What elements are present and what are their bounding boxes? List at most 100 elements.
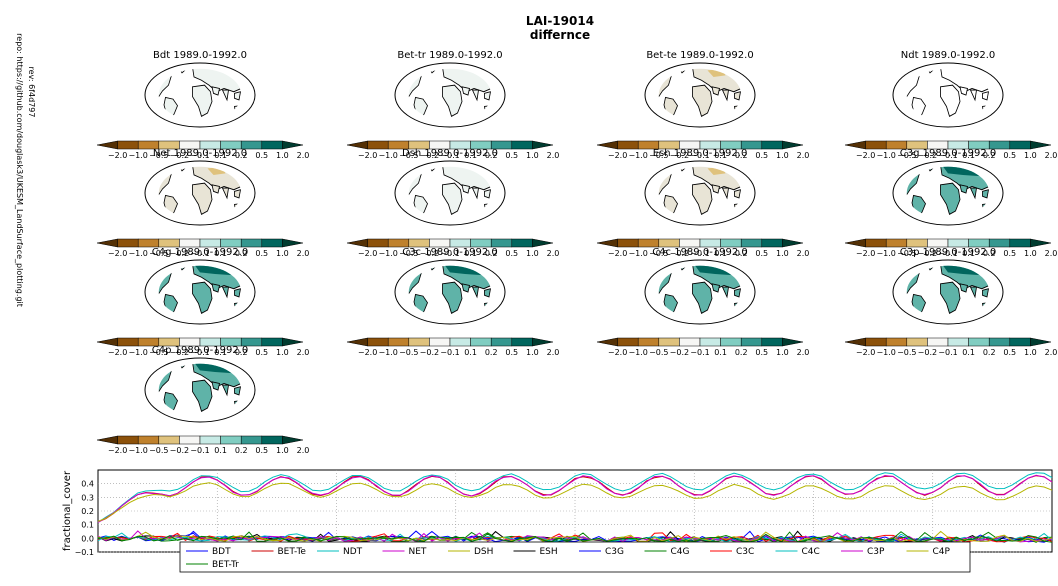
legend-label: NDT bbox=[343, 547, 363, 557]
colorbar-segment bbox=[1009, 140, 1031, 150]
chart-legend: BDT BET-Te NDT NET DSH ESH C3G C4G C3C C4C C3P C4P B… bbox=[179, 541, 971, 573]
continent bbox=[234, 288, 242, 298]
colorbar-segment bbox=[261, 238, 283, 248]
colorbar-tick-label: −0.5 bbox=[649, 348, 668, 357]
map-panels: Bdt 1989.0-1992.0−2.0 −1.0 −0.5 −0.2 −0.1 0.1… bbox=[96, 50, 1058, 455]
colorbar-tick-label: −0.1 bbox=[690, 249, 709, 258]
colorbar-tick-label: −2.0 bbox=[108, 151, 127, 160]
colorbar-segment bbox=[240, 435, 263, 445]
map-title: Bet-tr 1989.0-1992.0 bbox=[397, 50, 502, 61]
colorbar-segment bbox=[927, 238, 949, 248]
colorbar-segment bbox=[511, 337, 533, 347]
colorbar-tick-label: −2.0 bbox=[608, 249, 627, 258]
colorbar-tick-label: 1.0 bbox=[776, 348, 789, 357]
colorbar-tick-label: −0.1 bbox=[938, 151, 957, 160]
colorbar-tick-label: 0.1 bbox=[464, 151, 477, 160]
y-tick-label: 0.2 bbox=[81, 507, 94, 516]
colorbar-segment bbox=[137, 435, 160, 445]
colorbar-extend-low bbox=[96, 140, 118, 150]
continent bbox=[969, 187, 977, 200]
continent bbox=[221, 384, 229, 397]
map-panel: Dsh 1989.0-1992.0 bbox=[394, 148, 506, 226]
y-tick-label: −0.1 bbox=[75, 548, 94, 557]
colorbar-tick-label: −0.5 bbox=[149, 249, 168, 258]
colorbar-tick-label: 0.5 bbox=[255, 446, 268, 455]
colorbar-tick-label: 0.2 bbox=[235, 249, 248, 258]
continent bbox=[192, 379, 213, 412]
colorbar-segment bbox=[199, 238, 221, 248]
continent bbox=[192, 182, 213, 215]
map-colorbar: −2.0 −1.0 −0.5 −0.2 −0.1 0.1 0.2 0.5 1.0 2.0 bbox=[96, 435, 310, 455]
map-title: Net 1989.0-1992.0 bbox=[153, 148, 247, 159]
colorbar-tick-label: −1.0 bbox=[378, 151, 397, 160]
colorbar-tick-label: 0.2 bbox=[735, 249, 748, 258]
continent bbox=[734, 288, 742, 298]
colorbar-tick-label: −2.0 bbox=[856, 151, 875, 160]
colorbar-segment bbox=[927, 337, 949, 347]
continent bbox=[234, 386, 242, 396]
colorbar-tick-label: −0.5 bbox=[897, 151, 916, 160]
colorbar-segment bbox=[367, 238, 389, 248]
continent bbox=[442, 84, 463, 117]
continent bbox=[721, 89, 729, 102]
colorbar-tick-label: 1.0 bbox=[1024, 151, 1037, 160]
map-panel: Ndt 1989.0-1992.0 bbox=[892, 50, 1004, 128]
colorbar-extend-low bbox=[346, 140, 368, 150]
colorbar-segment bbox=[470, 337, 492, 347]
colorbar-tick-label: −2.0 bbox=[856, 348, 875, 357]
colorbar-tick-label: 2.0 bbox=[297, 446, 310, 455]
colorbar-tick-label: 2.0 bbox=[1045, 348, 1058, 357]
colorbar-tick-label: 0.5 bbox=[255, 249, 268, 258]
colorbar-segment bbox=[158, 238, 180, 248]
colorbar-tick-label: 2.0 bbox=[297, 348, 310, 357]
continent bbox=[959, 184, 969, 194]
colorbar-tick-label: 0.5 bbox=[255, 348, 268, 357]
colorbar-segment bbox=[387, 337, 410, 347]
colorbar-tick-label: 0.5 bbox=[1003, 348, 1016, 357]
series-line-c3p bbox=[97, 530, 1053, 543]
legend-label: ESH bbox=[540, 547, 558, 557]
legend-label: DSH bbox=[474, 547, 493, 557]
colorbar-segment bbox=[906, 238, 928, 248]
colorbar-segment bbox=[658, 337, 680, 347]
colorbar-segment bbox=[137, 238, 160, 248]
map-title: Bet-te 1989.0-1992.0 bbox=[646, 50, 753, 61]
colorbar-segment bbox=[637, 238, 660, 248]
colorbar-segment bbox=[387, 238, 410, 248]
colorbar-tick-label: −1.0 bbox=[628, 348, 647, 357]
colorbar-tick-label: −0.2 bbox=[670, 348, 689, 357]
colorbar-tick-label: 0.2 bbox=[735, 151, 748, 160]
colorbar-tick-label: 2.0 bbox=[547, 151, 560, 160]
colorbar-segment bbox=[408, 238, 430, 248]
colorbar-tick-label: 2.0 bbox=[797, 151, 810, 160]
colorbar-tick-label: −1.0 bbox=[876, 249, 895, 258]
colorbar-segment bbox=[637, 337, 660, 347]
colorbar-extend-high bbox=[1030, 140, 1052, 150]
legend-label: C3P bbox=[867, 547, 885, 557]
colorbar-tick-label: −0.1 bbox=[440, 348, 459, 357]
map-title: C3g 1989.0-1992.0 bbox=[900, 148, 996, 159]
colorbar-segment bbox=[449, 337, 471, 347]
colorbar-tick-label: −0.5 bbox=[649, 249, 668, 258]
continent bbox=[442, 182, 463, 215]
colorbar-extend-high bbox=[782, 337, 804, 347]
figure-title-line2: differnce bbox=[530, 28, 590, 42]
continent bbox=[234, 189, 242, 199]
colorbar-extend-low bbox=[596, 140, 618, 150]
colorbar-extend-low bbox=[346, 337, 368, 347]
continent bbox=[484, 91, 492, 101]
colorbar-tick-label: 0.5 bbox=[1003, 151, 1016, 160]
series-line-bet-tr bbox=[97, 531, 1053, 543]
continent bbox=[940, 84, 961, 117]
legend-label: C3G bbox=[605, 547, 624, 557]
colorbar-segment bbox=[865, 238, 887, 248]
legend-label: C3C bbox=[736, 547, 754, 557]
continent bbox=[471, 187, 479, 200]
continent bbox=[484, 189, 492, 199]
continent bbox=[692, 182, 713, 215]
colorbar-segment bbox=[947, 337, 969, 347]
series-line-c4c bbox=[97, 532, 1053, 543]
continent bbox=[711, 283, 721, 293]
